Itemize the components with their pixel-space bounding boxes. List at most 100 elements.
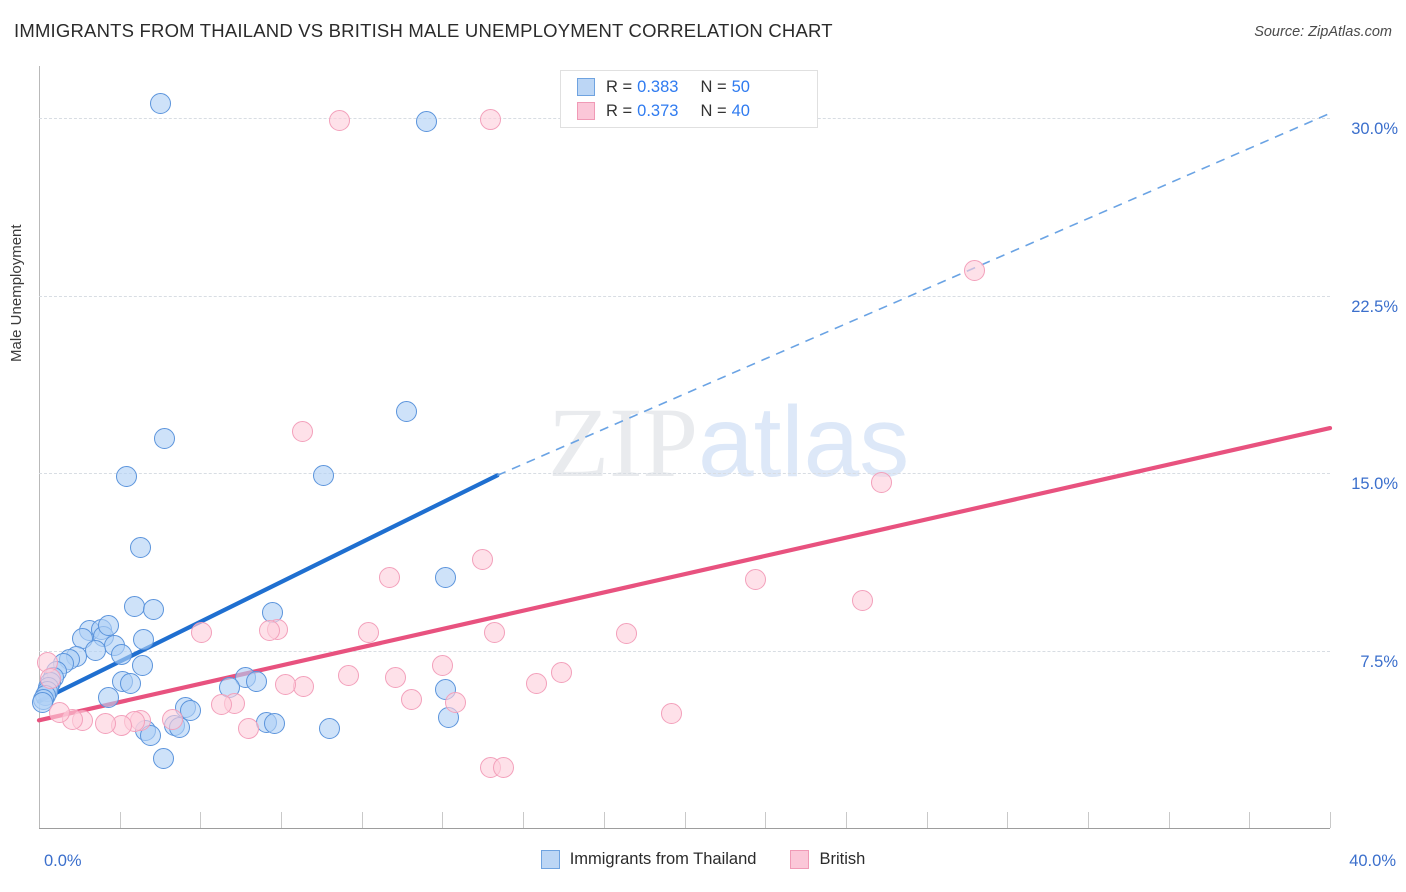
x-axis-tick bbox=[442, 812, 444, 828]
scatter-point-blue bbox=[264, 713, 286, 735]
scatter-point-pink bbox=[293, 675, 315, 697]
legend-item-thailand[interactable]: Immigrants from Thailand bbox=[540, 850, 757, 869]
scatter-point-blue bbox=[396, 401, 418, 422]
scatter-point-pink bbox=[191, 622, 213, 644]
x-axis-tick bbox=[1007, 812, 1009, 828]
scatter-point-pink bbox=[870, 471, 892, 493]
scatter-point-blue bbox=[97, 687, 119, 709]
x-axis-max-label: 40.0% bbox=[1349, 852, 1396, 870]
gridline bbox=[39, 295, 1330, 297]
scatter-point-pink bbox=[431, 655, 453, 677]
scatter-point-blue bbox=[435, 566, 457, 588]
x-axis-tick bbox=[361, 812, 363, 828]
blue-r-value: 0.383 bbox=[637, 77, 679, 96]
pink-n-label: N = bbox=[700, 101, 727, 120]
scatter-point-pink bbox=[525, 673, 547, 695]
scatter-point-pink bbox=[39, 668, 61, 690]
scatter-point-blue bbox=[180, 700, 202, 722]
stat-row-pink: R = 0.373 N = 40 bbox=[577, 99, 817, 123]
x-axis-tick bbox=[926, 812, 928, 828]
scatter-point-pink bbox=[328, 109, 350, 131]
blue-r-label: R = bbox=[606, 77, 633, 96]
scatter-point-pink bbox=[338, 664, 360, 686]
scatter-point-pink bbox=[444, 692, 466, 714]
scatter-point-pink bbox=[483, 622, 505, 644]
scatter-point-blue bbox=[97, 615, 119, 637]
scatter-point-pink bbox=[401, 688, 423, 710]
gridline bbox=[39, 473, 1330, 475]
scatter-point-blue bbox=[312, 464, 334, 486]
blue-n-value: 50 bbox=[731, 77, 750, 96]
pink-r-label: R = bbox=[606, 101, 633, 120]
zipatlas-watermark: ZIPatlas bbox=[548, 392, 909, 493]
scatter-point-blue bbox=[131, 655, 153, 677]
x-axis-min-label: 0.0% bbox=[44, 852, 82, 870]
scatter-point-blue bbox=[149, 93, 171, 115]
blue-trend-line-projection bbox=[496, 112, 1331, 477]
scatter-point-pink bbox=[210, 694, 232, 716]
y-axis-title: Male Unemployment bbox=[8, 224, 25, 362]
scatter-point-pink bbox=[357, 622, 379, 644]
legend-item-british[interactable]: British bbox=[790, 850, 865, 869]
y-axis-tick-label: 30.0% bbox=[1351, 120, 1398, 139]
scatter-point-pink bbox=[259, 619, 281, 641]
legend-swatch-thailand bbox=[540, 850, 560, 869]
pink-n-value: 40 bbox=[731, 101, 750, 120]
y-axis-tick-label: 22.5% bbox=[1351, 297, 1398, 316]
scatter-point-blue bbox=[32, 692, 54, 714]
x-axis-line bbox=[39, 828, 1330, 829]
y-axis-tick-label: 15.0% bbox=[1351, 475, 1398, 494]
x-axis-tick bbox=[523, 812, 525, 828]
legend-swatch-british bbox=[790, 850, 810, 869]
scatter-point-blue bbox=[123, 596, 145, 618]
scatter-point-pink bbox=[94, 713, 116, 735]
page-title: IMMIGRANTS FROM THAILAND VS BRITISH MALE… bbox=[14, 20, 833, 41]
source-label: Source: ZipAtlas.com bbox=[1254, 24, 1392, 40]
scatter-point-blue bbox=[143, 598, 165, 620]
blue-n-label: N = bbox=[700, 77, 727, 96]
scatter-point-pink bbox=[661, 702, 683, 724]
blue-series-swatch bbox=[577, 78, 595, 96]
scatter-point-pink bbox=[745, 569, 766, 591]
scatter-point-blue bbox=[139, 725, 161, 747]
x-axis-tick bbox=[684, 812, 686, 828]
scatter-point-pink bbox=[480, 108, 502, 130]
scatter-point-blue bbox=[246, 670, 268, 692]
x-axis-tick bbox=[1087, 812, 1089, 828]
y-axis-line bbox=[39, 66, 40, 828]
scatter-point-pink bbox=[238, 718, 260, 740]
correlation-stats-box: R = 0.383 N = 50 R = 0.373 N = 40 bbox=[560, 70, 818, 128]
x-axis-tick bbox=[119, 812, 121, 828]
pink-series-swatch bbox=[577, 102, 595, 120]
scatter-point-blue bbox=[120, 673, 142, 695]
blue-trend-line bbox=[36, 473, 500, 704]
scatter-point-pink bbox=[493, 757, 515, 779]
x-axis-tick bbox=[1330, 812, 1331, 828]
scatter-point-pink bbox=[49, 701, 71, 723]
legend-label-thailand: Immigrants from Thailand bbox=[569, 850, 757, 868]
scatter-point-pink bbox=[275, 674, 297, 696]
scatter-point-blue bbox=[115, 466, 137, 488]
x-axis-tick bbox=[200, 812, 202, 828]
gridline bbox=[39, 650, 1330, 652]
scatter-point-blue bbox=[133, 629, 155, 651]
x-axis-tick bbox=[765, 812, 767, 828]
scatter-point-blue bbox=[152, 747, 174, 769]
series-legend: Immigrants from Thailand British bbox=[0, 850, 1406, 869]
x-axis-tick bbox=[281, 812, 283, 828]
scatter-point-pink bbox=[615, 623, 637, 645]
scatter-point-pink bbox=[378, 566, 400, 588]
x-axis-tick bbox=[603, 812, 605, 828]
legend-label-british: British bbox=[819, 850, 866, 868]
scatter-point-blue bbox=[130, 537, 152, 559]
scatter-point-blue bbox=[84, 640, 106, 661]
scatter-point-pink bbox=[291, 421, 313, 443]
scatter-point-pink bbox=[385, 667, 407, 689]
scatter-point-pink bbox=[964, 260, 986, 282]
scatter-point-blue bbox=[415, 111, 437, 133]
stat-row-blue: R = 0.383 N = 50 bbox=[577, 75, 817, 99]
scatter-point-pink bbox=[162, 708, 184, 730]
scatter-point-blue bbox=[154, 428, 176, 450]
